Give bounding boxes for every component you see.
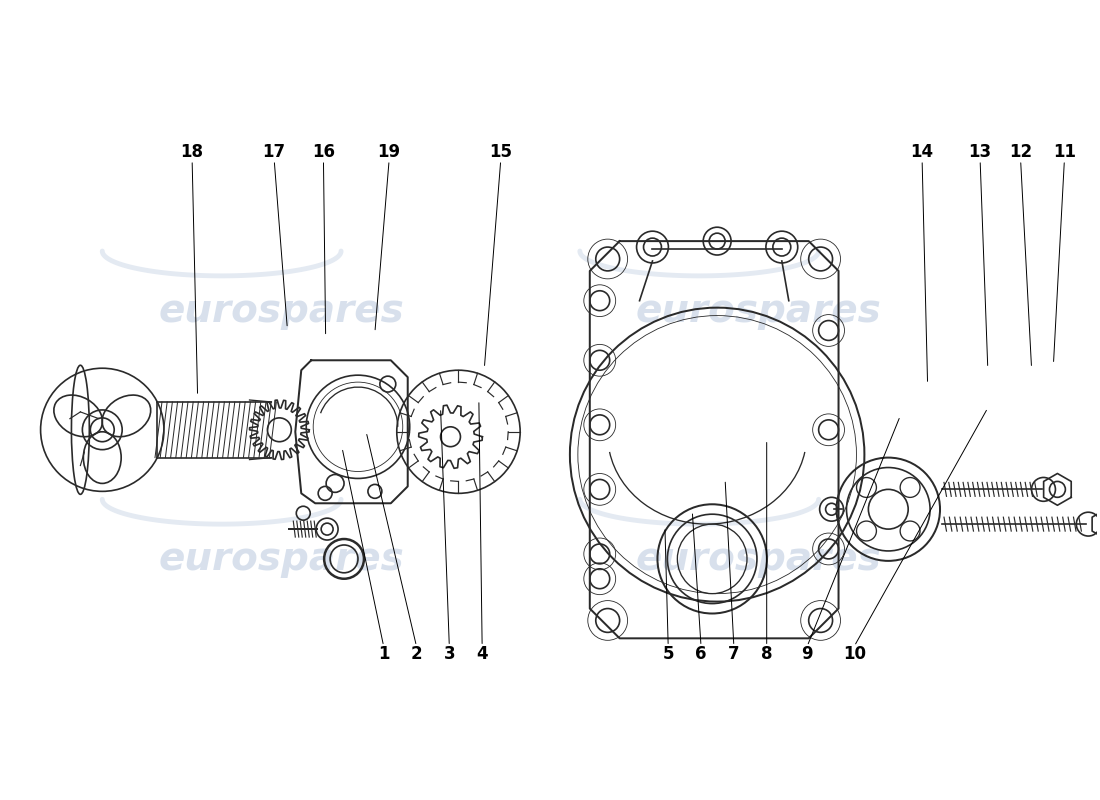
Text: 2: 2 — [410, 646, 422, 663]
Text: 17: 17 — [263, 143, 286, 161]
Text: 12: 12 — [1009, 143, 1032, 161]
Text: 11: 11 — [1053, 143, 1076, 161]
Text: 7: 7 — [728, 646, 739, 663]
Text: 9: 9 — [802, 646, 813, 663]
Text: eurospares: eurospares — [636, 540, 882, 578]
Text: 4: 4 — [476, 646, 488, 663]
Text: 5: 5 — [662, 646, 674, 663]
Text: 8: 8 — [761, 646, 772, 663]
Text: 16: 16 — [312, 143, 334, 161]
Text: eurospares: eurospares — [158, 292, 404, 330]
Text: 15: 15 — [490, 143, 513, 161]
Text: 1: 1 — [378, 646, 389, 663]
Text: 19: 19 — [377, 143, 400, 161]
Text: eurospares: eurospares — [158, 540, 404, 578]
Text: 18: 18 — [180, 143, 204, 161]
Text: eurospares: eurospares — [636, 292, 882, 330]
Text: 10: 10 — [843, 646, 866, 663]
Text: 13: 13 — [969, 143, 992, 161]
Text: 3: 3 — [443, 646, 455, 663]
Text: 14: 14 — [911, 143, 934, 161]
Text: 6: 6 — [695, 646, 707, 663]
